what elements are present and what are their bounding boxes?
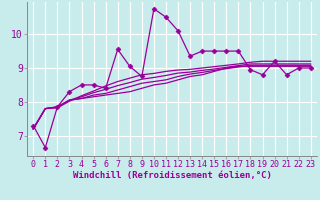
X-axis label: Windchill (Refroidissement éolien,°C): Windchill (Refroidissement éolien,°C) xyxy=(73,171,271,180)
